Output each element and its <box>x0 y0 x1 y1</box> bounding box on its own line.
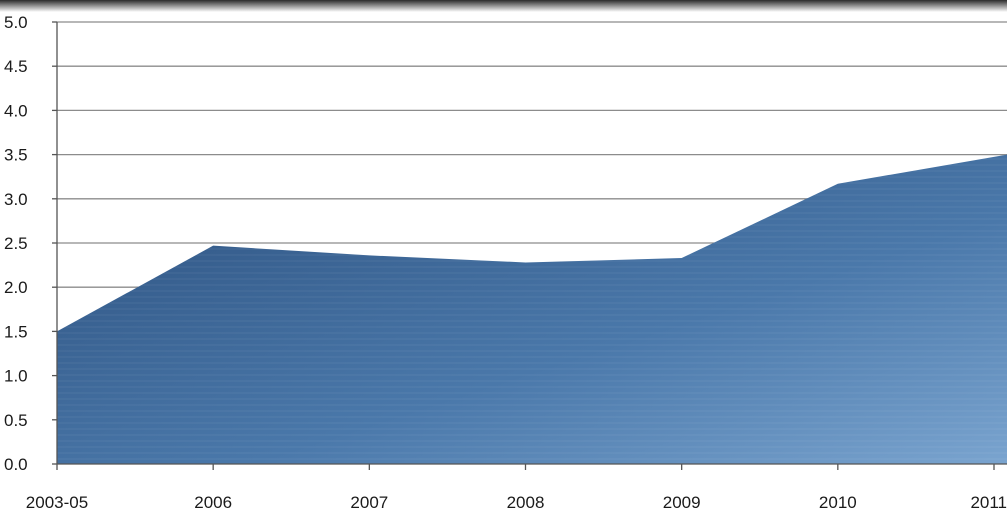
y-tick-label: 0.5 <box>4 411 28 430</box>
area-series <box>57 154 1007 464</box>
y-tick-label: 4.5 <box>4 57 28 76</box>
y-tick-label: 2.5 <box>4 234 28 253</box>
y-tick-label: 5.0 <box>4 13 28 32</box>
y-tick-label: 1.0 <box>4 367 28 386</box>
y-axis-tick-labels: 0.0 0.5 1.0 1.5 2.0 2.5 3.0 3.5 4.0 4.5 5.0 <box>4 13 28 474</box>
x-tick-label: 2006 <box>194 493 232 512</box>
x-tick-label: 2008 <box>507 493 545 512</box>
x-axis-tick-labels: 2003-05 2006 2007 2008 2009 2010 2011 <box>26 493 1007 512</box>
x-tick-label: 2003-05 <box>26 493 88 512</box>
x-tick-label: 2009 <box>663 493 701 512</box>
y-tick-label: 3.5 <box>4 146 28 165</box>
x-tick-label: 2010 <box>819 493 857 512</box>
y-tick-label: 1.5 <box>4 322 28 341</box>
area-texture <box>57 154 1007 464</box>
axes <box>52 21 1007 470</box>
y-tick-label: 3.0 <box>4 190 28 209</box>
x-tick-label: 2011 <box>970 493 1007 512</box>
y-tick-label: 0.0 <box>4 455 28 474</box>
x-tick-label: 2007 <box>350 493 388 512</box>
y-tick-label: 2.0 <box>4 278 28 297</box>
top-shadow-bar <box>0 0 1007 12</box>
y-tick-label: 4.0 <box>4 101 28 120</box>
